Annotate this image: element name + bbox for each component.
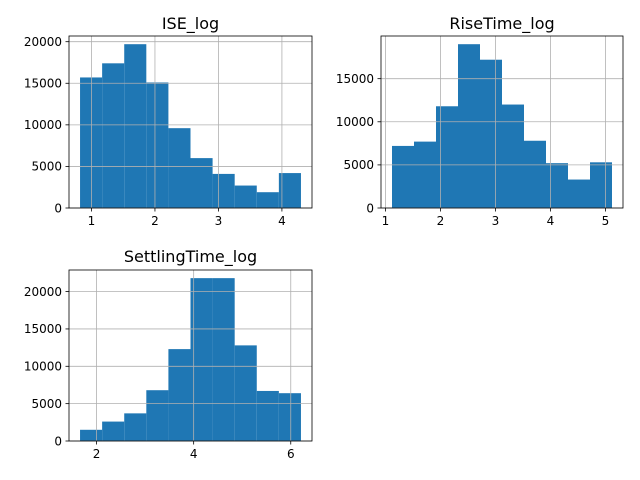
chart-title: SettlingTime_log	[124, 247, 257, 267]
histogram-bar	[102, 421, 125, 441]
histogram-bar	[568, 179, 590, 208]
histogram-bar	[80, 429, 103, 441]
x-tick-label: 2	[437, 214, 445, 228]
histogram-bar	[146, 82, 169, 208]
histogram-bar	[414, 141, 436, 208]
x-axis: 1 2 3 4 5	[382, 208, 610, 228]
axes-frame	[68, 269, 313, 442]
chart-settlingtime-log: SettlingTime_log 2 4 6 0 5000 10000 15000 20000	[24, 247, 313, 461]
histogram-bar	[234, 345, 257, 441]
histogram-bar	[590, 162, 612, 208]
histogram-bar	[480, 59, 502, 208]
histogram-bar	[546, 163, 568, 208]
x-tick-label: 1	[382, 214, 390, 228]
bars	[392, 44, 612, 208]
histogram-bar	[102, 63, 125, 208]
x-tick-label: 4	[190, 447, 198, 461]
histogram-bar	[190, 158, 213, 208]
histogram-bar	[524, 140, 546, 208]
y-tick-label: 0	[366, 201, 374, 215]
x-tick-label: 4	[278, 214, 286, 228]
histogram-bar	[256, 192, 279, 208]
histogram-bar	[278, 393, 301, 441]
chart-ise-log: ISE_log 1 2 3 4 0 5000 10000 15000 20000	[24, 14, 313, 228]
histogram-bar	[168, 349, 191, 441]
y-tick-label: 15000	[24, 77, 62, 91]
x-tick-label: 4	[547, 214, 555, 228]
histogram-bar	[502, 104, 524, 208]
y-tick-label: 20000	[24, 35, 62, 49]
y-tick-label: 5000	[31, 397, 62, 411]
y-tick-label: 20000	[24, 285, 62, 299]
y-tick-label: 5000	[31, 160, 62, 174]
x-axis: 2 4 6	[93, 441, 295, 461]
histogram-bar	[458, 44, 480, 208]
x-tick-label: 1	[88, 214, 96, 228]
histogram-bar	[190, 278, 213, 441]
histogram-bar	[256, 390, 279, 441]
y-tick-label: 15000	[24, 322, 62, 336]
y-axis: 0 5000 10000 15000	[336, 72, 381, 215]
x-tick-label: 3	[492, 214, 500, 228]
chart-title: ISE_log	[162, 14, 219, 34]
y-tick-label: 0	[54, 201, 62, 215]
y-axis: 0 5000 10000 15000 20000	[24, 35, 69, 215]
y-axis: 0 5000 10000 15000 20000	[24, 285, 69, 448]
histogram-bar	[212, 173, 235, 208]
histogram-bar	[168, 128, 191, 208]
x-tick-label: 5	[602, 214, 610, 228]
histogram-bar	[392, 145, 414, 208]
y-tick-label: 5000	[343, 158, 374, 172]
y-tick-label: 10000	[24, 360, 62, 374]
x-tick-label: 3	[215, 214, 223, 228]
histogram-bar	[124, 44, 147, 208]
x-tick-label: 6	[287, 447, 295, 461]
histogram-bar	[278, 173, 301, 208]
y-tick-label: 0	[54, 434, 62, 448]
chart-title: RiseTime_log	[449, 14, 554, 34]
chart-risetime-log: RiseTime_log 1 2 3 4 5 0 5000 10000 15000	[336, 14, 624, 228]
y-tick-label: 10000	[24, 118, 62, 132]
x-tick-label: 2	[151, 214, 159, 228]
histogram-bar	[234, 185, 257, 208]
histogram-bar	[146, 390, 169, 441]
histogram-bar	[124, 413, 147, 441]
x-axis: 1 2 3 4	[88, 208, 286, 228]
x-tick-label: 2	[93, 447, 101, 461]
axes-frame	[68, 35, 313, 209]
y-tick-label: 15000	[336, 72, 374, 86]
histogram-bar	[436, 106, 458, 208]
y-tick-label: 10000	[336, 115, 374, 129]
histogram-bar	[212, 278, 235, 441]
